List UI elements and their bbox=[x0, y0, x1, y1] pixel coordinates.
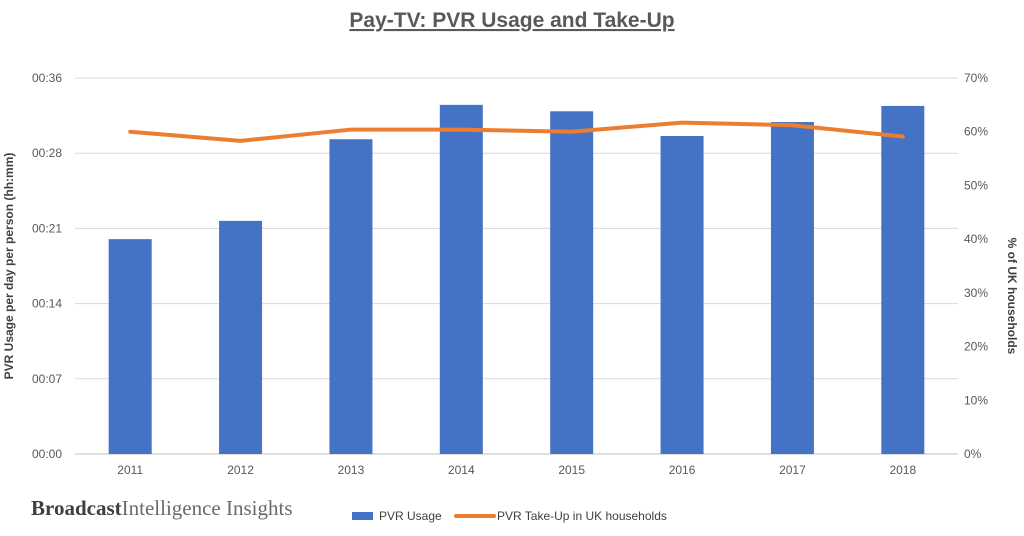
legend: PVR Usage PVR Take-Up in UK households bbox=[352, 509, 667, 523]
y2-tick-label: 70% bbox=[964, 71, 988, 85]
y-tick-label: 00:00 bbox=[32, 447, 62, 461]
brand-logo: BroadcastIntelligence Insights bbox=[31, 496, 293, 520]
bar-2018 bbox=[881, 105, 925, 454]
y-axis-right-ticks: 0% 10% 20% 30% 40% 50% 60% 70% bbox=[964, 71, 988, 461]
y2-tick-label: 30% bbox=[964, 286, 988, 300]
brand-bold-text: Broadcast bbox=[31, 496, 122, 520]
y2-tick-label: 0% bbox=[964, 447, 982, 461]
svg-text:BroadcastIntelligence Insights: BroadcastIntelligence Insights bbox=[31, 496, 293, 520]
y-tick-label: 00:36 bbox=[32, 71, 62, 85]
y2-tick-label: 50% bbox=[964, 178, 988, 192]
x-tick-label: 2016 bbox=[669, 463, 696, 477]
bar-2013 bbox=[329, 139, 373, 454]
y-tick-label: 00:07 bbox=[32, 372, 62, 386]
x-tick-label: 2013 bbox=[338, 463, 365, 477]
x-tick-label: 2014 bbox=[448, 463, 475, 477]
bar-2016 bbox=[660, 136, 704, 455]
bar-2014 bbox=[439, 104, 483, 454]
x-axis-ticks: 2011 2012 2013 2014 2015 2016 2017 2018 bbox=[117, 463, 916, 477]
y2-tick-label: 10% bbox=[964, 393, 988, 407]
legend-swatch-bar bbox=[352, 512, 373, 520]
x-tick-label: 2015 bbox=[558, 463, 585, 477]
line-take-up bbox=[128, 120, 905, 143]
y-axis-left-title: PVR Usage per day per person (hh:mm) bbox=[2, 153, 16, 380]
legend-label-bar: PVR Usage bbox=[379, 509, 442, 523]
brand-light-text: Intelligence Insights bbox=[122, 496, 293, 520]
x-tick-label: 2018 bbox=[889, 463, 916, 477]
bar-2017 bbox=[770, 122, 814, 454]
chart-title: Pay-TV: PVR Usage and Take-Up bbox=[349, 9, 674, 32]
y2-tick-label: 20% bbox=[964, 340, 988, 354]
y-axis-left-ticks: 00:00 00:07 00:14 00:21 00:28 00:36 bbox=[32, 71, 62, 461]
bar-2012 bbox=[219, 220, 263, 454]
y2-tick-label: 40% bbox=[964, 232, 988, 246]
line-series bbox=[128, 120, 905, 143]
bar-2015 bbox=[550, 111, 594, 454]
x-tick-label: 2011 bbox=[117, 463, 143, 477]
y2-tick-label: 60% bbox=[964, 125, 988, 139]
bar-series bbox=[108, 104, 925, 455]
gridlines bbox=[75, 77, 958, 455]
y-tick-label: 00:21 bbox=[32, 221, 62, 235]
y-tick-label: 00:14 bbox=[32, 297, 62, 311]
legend-label-line: PVR Take-Up in UK households bbox=[497, 509, 667, 523]
y-tick-label: 00:28 bbox=[32, 146, 62, 160]
x-tick-label: 2012 bbox=[227, 463, 254, 477]
y-axis-right-title: % of UK households bbox=[1005, 238, 1019, 355]
bar-2011 bbox=[108, 239, 152, 454]
x-tick-label: 2017 bbox=[779, 463, 806, 477]
